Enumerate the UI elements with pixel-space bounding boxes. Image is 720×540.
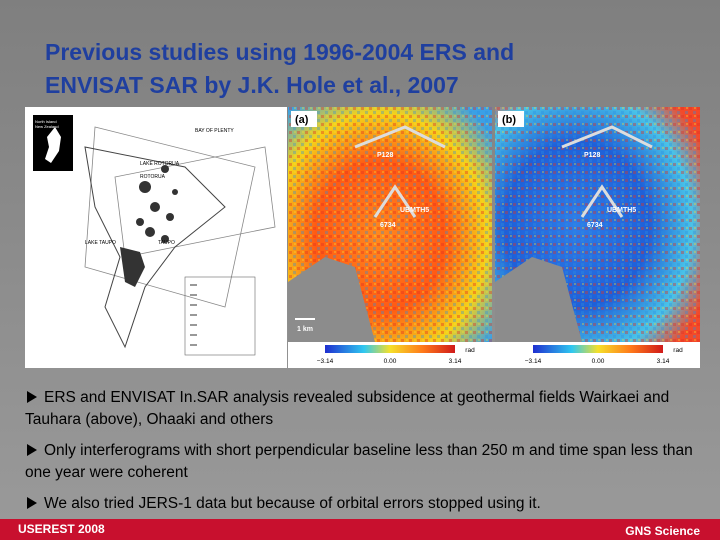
- bullet-text: Only interferograms with short perpendic…: [25, 442, 693, 481]
- bullet: Only interferograms with short perpendic…: [25, 440, 695, 484]
- map-label: LAKE ROTORUA: [140, 161, 180, 167]
- point-label: P128: [377, 152, 393, 159]
- point-label: 6734: [587, 222, 603, 229]
- inset-label: North Island: [35, 119, 57, 124]
- colorbar-tick: 0.00: [592, 358, 605, 365]
- colorbar-unit: rad: [465, 347, 475, 354]
- title-line: Previous studies using 1996-2004 ERS and: [45, 39, 515, 65]
- slide-title: Previous studies using 1996-2004 ERS and…: [45, 36, 514, 102]
- river-b: [561, 125, 653, 218]
- point-label: UBMTH5: [400, 207, 429, 214]
- point-label: 6734: [380, 222, 396, 229]
- inset-label: New Zealand: [35, 124, 59, 129]
- panel-label-box: [498, 111, 524, 127]
- river-a: [354, 125, 446, 218]
- bullet-text: We also tried JERS-1 data but because of…: [44, 495, 541, 512]
- colorbar-tick: −3.14: [317, 358, 334, 365]
- footer: USEREST 2008 GNS Science: [0, 519, 720, 540]
- scene-outlines: [84, 126, 276, 308]
- map-label: LAKE TAUPO: [85, 240, 116, 246]
- legend-entries: [190, 284, 197, 346]
- bullet: ERS and ENVISAT In.SAR analysis revealed…: [25, 387, 695, 431]
- panel-label: (a): [295, 114, 309, 126]
- map-label: TAUPO: [158, 240, 175, 246]
- footer-left: USEREST 2008: [18, 522, 105, 536]
- bullet: We also tried JERS-1 data but because of…: [25, 493, 695, 515]
- panel-label-box: [291, 111, 317, 127]
- footer-right: GNS Science: [625, 524, 700, 538]
- bullet-text: ERS and ENVISAT In.SAR analysis revealed…: [25, 389, 670, 428]
- colorbar-tick: 0.00: [384, 358, 397, 365]
- point-label: P128: [584, 152, 600, 159]
- lake-b: [495, 257, 582, 342]
- title-line: ENVISAT SAR by J.K. Hole et al., 2007: [45, 72, 459, 98]
- figure: North Island New Zealand BAY OF PLENTY L…: [25, 107, 700, 368]
- map-label: BAY OF PLENTY: [195, 128, 234, 134]
- colorbar-tick: 3.14: [657, 358, 670, 365]
- point-label: UBMTH5: [607, 207, 636, 214]
- panel-label: (b): [502, 114, 516, 126]
- colorbar: [533, 345, 663, 353]
- tvz-outline: [84, 146, 226, 349]
- colorbar-unit: rad: [673, 347, 683, 354]
- map-legend: [184, 276, 256, 356]
- inset-island: [45, 127, 61, 163]
- colorbar-tick: −3.14: [525, 358, 542, 365]
- colorbar-tick: 3.14: [449, 358, 462, 365]
- scale-label: 1 km: [297, 326, 313, 333]
- lake-a: [288, 257, 375, 342]
- colorbar: [325, 345, 455, 353]
- bullet-list: ERS and ENVISAT In.SAR analysis revealed…: [25, 387, 695, 524]
- geothermal-fields: [120, 165, 178, 287]
- map-label: ROTORUA: [140, 174, 166, 180]
